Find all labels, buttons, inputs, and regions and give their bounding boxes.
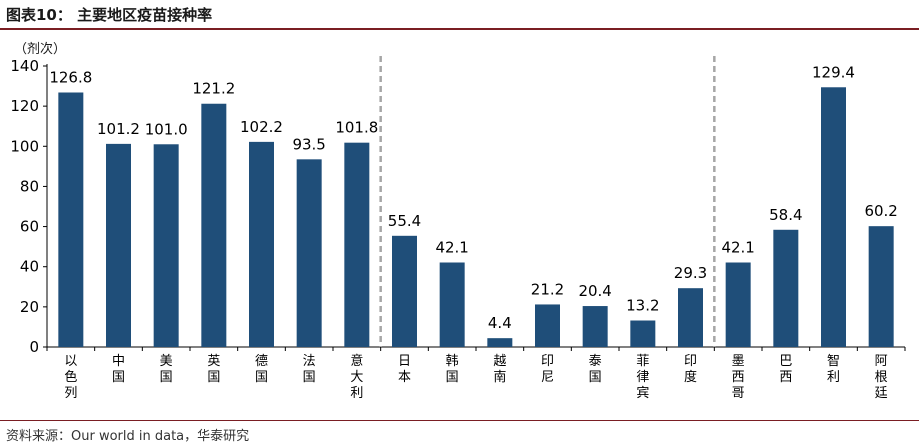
x-tick-label: 智利 [827,354,840,385]
x-tick-label: 美国 [160,354,173,385]
y-tick-label: 60 [20,218,39,236]
bar [392,235,417,347]
x-tick-label: 阿根廷 [875,354,888,401]
bar [678,288,703,347]
header-divider [0,28,919,30]
y-tick-label: 40 [20,258,39,276]
bar [773,229,799,347]
bar [535,304,560,347]
x-tick-label: 印度 [684,354,697,385]
bar-value-label: 101.2 [97,120,140,138]
figure-header: 图表10： 主要地区疫苗接种率 [0,0,919,30]
x-tick-label: 意大利 [350,353,363,401]
x-tick-label: 英国 [207,354,220,385]
bar-value-label: 29.3 [674,264,707,282]
x-tick-label: 日本 [398,354,411,385]
x-tick-label: 韩国 [446,354,459,385]
bar [344,142,370,347]
bar-value-label: 121.2 [192,80,235,98]
x-tick-label: 法国 [303,354,316,385]
bar-value-label: 101.0 [145,120,188,138]
bar [821,87,846,348]
bar-value-label: 102.2 [240,118,283,136]
bar [58,92,84,347]
bar [725,262,751,347]
bar [439,262,465,347]
figure-title: 图表10： 主要地区疫苗接种率 [6,6,213,24]
bar [106,143,131,347]
source-note: 资料来源：Our world in data，华泰研究 [6,429,250,444]
bar [630,320,656,347]
y-axis-unit-label: （剂次） [14,42,67,57]
bar-value-label: 93.5 [292,135,325,153]
x-tick-label: 墨西哥 [732,354,745,401]
bar-value-label: 42.1 [435,238,468,256]
bar-value-label: 4.4 [488,314,512,332]
y-tick-label: 140 [10,57,39,75]
bar-value-label: 129.4 [812,63,855,81]
bar-value-label: 126.8 [49,68,92,86]
y-tick-label: 100 [10,137,39,155]
bar-value-label: 60.2 [864,202,897,220]
y-tick-label: 120 [10,97,39,115]
bar-value-label: 101.8 [335,119,378,137]
x-tick-label: 印尼 [541,354,554,385]
bar-value-label: 20.4 [578,282,611,300]
x-tick-label: 德国 [255,354,268,385]
footer-divider [0,420,919,421]
bar-value-label: 13.2 [626,297,659,315]
bar [201,103,227,347]
x-tick-label: 以色列 [64,354,77,401]
bar [153,144,179,347]
bar [487,338,513,347]
y-tick-label: 80 [20,177,39,195]
bar-chart: 0 20 40 60 80 100 120 140 126.8 以色列 101.2 中国 101.0 美国… [10,56,906,401]
x-tick-label: 菲律宾 [636,354,649,401]
x-tick-label: 中国 [112,354,125,385]
x-tick-label: 越南 [493,354,506,385]
bar-value-label: 55.4 [388,212,421,230]
x-tick-label: 巴西 [779,354,792,385]
y-tick-label: 20 [20,298,39,316]
bar-value-label: 21.2 [531,280,564,298]
bar [868,226,894,347]
bar [582,306,608,347]
y-tick-label: 0 [29,338,39,356]
x-tick-label: 泰国 [589,354,602,385]
bar-value-label: 58.4 [769,206,802,224]
bar-value-label: 42.1 [721,238,754,256]
bar [296,159,322,347]
bar [249,141,274,347]
